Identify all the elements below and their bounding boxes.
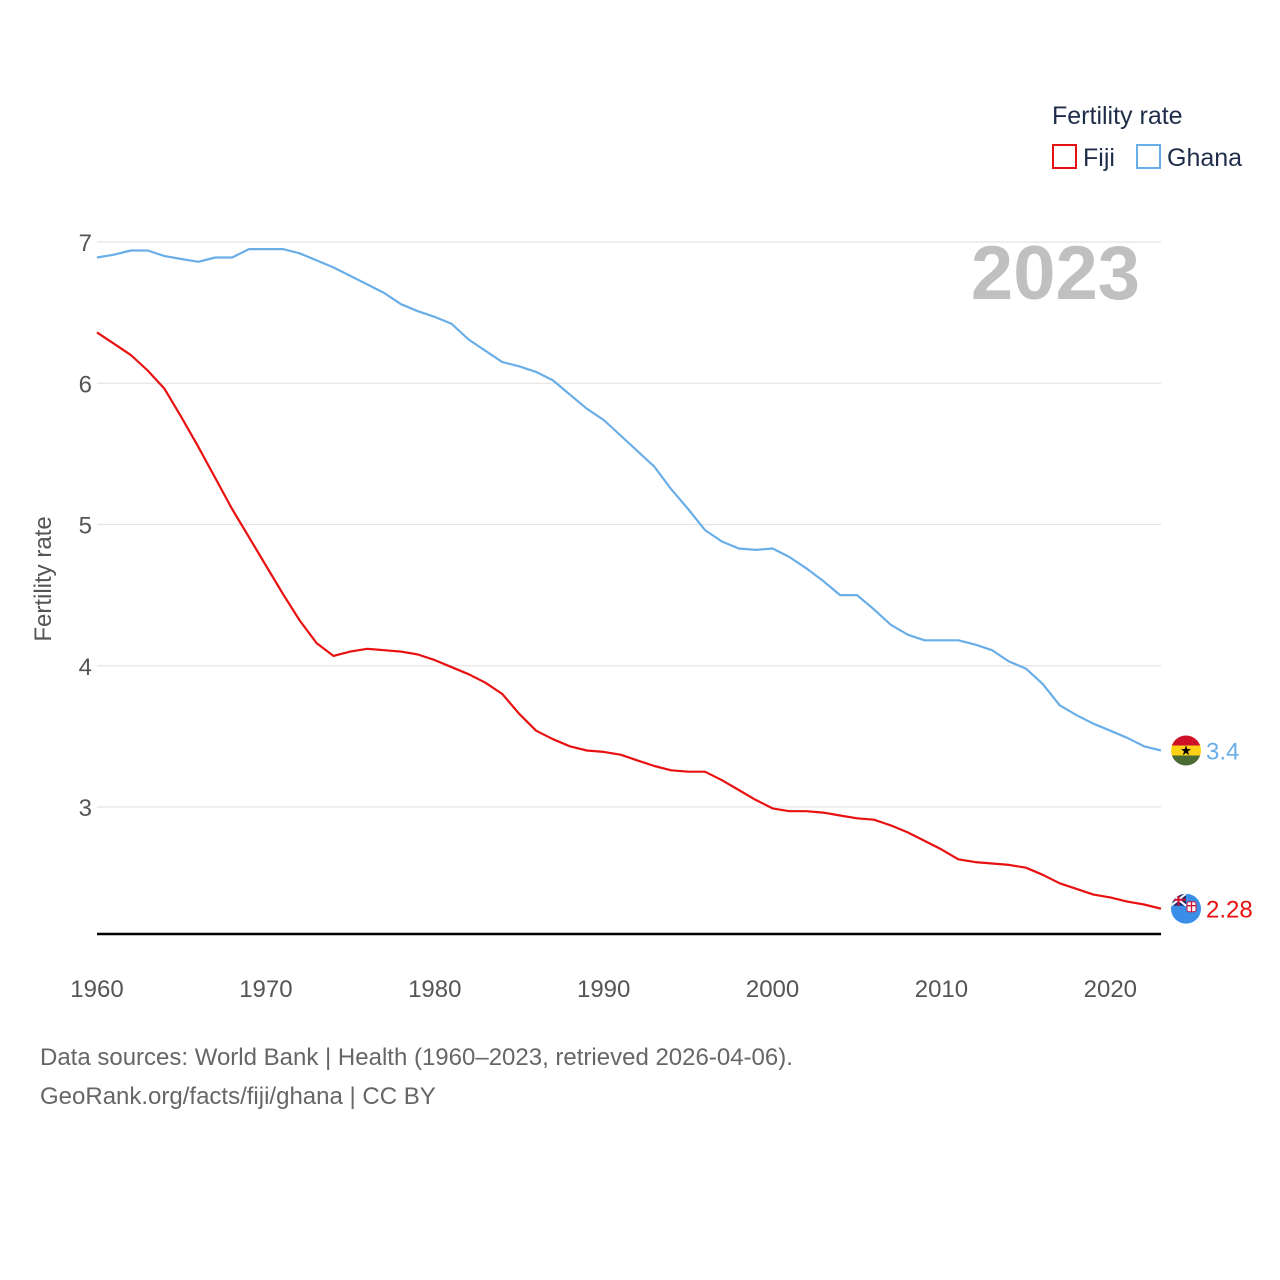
y-tick-label-5: 5: [79, 513, 92, 540]
legend-swatch-fiji[interactable]: [1052, 144, 1077, 169]
x-tick-label-1990: 1990: [577, 976, 630, 1003]
legend-title: Fertility rate: [1052, 102, 1183, 130]
x-tick-label-2010: 2010: [915, 976, 968, 1003]
fiji-flag-icon: [1171, 893, 1201, 924]
x-tick-label-2020: 2020: [1084, 976, 1137, 1003]
series-lines: [96, 248, 1162, 910]
ghana-flag-icon: [1171, 735, 1201, 766]
y-tick-label-3: 3: [79, 795, 92, 822]
y-axis-title: Fertility rate: [30, 516, 57, 641]
series-line-fiji: [96, 331, 1162, 910]
legend-swatch-ghana[interactable]: [1136, 144, 1161, 169]
end-value-label-ghana: 3.4: [1206, 739, 1239, 766]
series-line-ghana: [96, 248, 1162, 752]
x-tick-label-2000: 2000: [746, 976, 799, 1003]
attribution-link[interactable]: GeoRank.org/facts/fiji/ghana | CC BY: [40, 1083, 436, 1110]
end-value-label-fiji: 2.28: [1206, 897, 1253, 924]
x-tick-label-1960: 1960: [70, 976, 123, 1003]
legend-label-fiji[interactable]: Fiji: [1083, 144, 1115, 172]
x-tick-label-1970: 1970: [239, 976, 292, 1003]
end-markers: 2.28 3.4: [1171, 735, 1253, 924]
legend: Fertility rate Fiji Ghana: [1052, 102, 1242, 172]
y-axis: 3 4 5 6 7: [79, 230, 92, 822]
y-tick-label-6: 6: [79, 371, 92, 398]
legend-label-ghana[interactable]: Ghana: [1167, 144, 1242, 172]
year-label: 2023: [971, 231, 1140, 316]
y-tick-label-7: 7: [79, 230, 92, 257]
x-tick-label-1980: 1980: [408, 976, 461, 1003]
data-source-note: Data sources: World Bank | Health (1960–…: [40, 1044, 793, 1071]
grid-lines: [97, 241, 1161, 808]
x-axis: 1960 1970 1980 1990 2000 2010 2020: [70, 976, 1137, 1003]
y-tick-label-4: 4: [79, 654, 92, 681]
